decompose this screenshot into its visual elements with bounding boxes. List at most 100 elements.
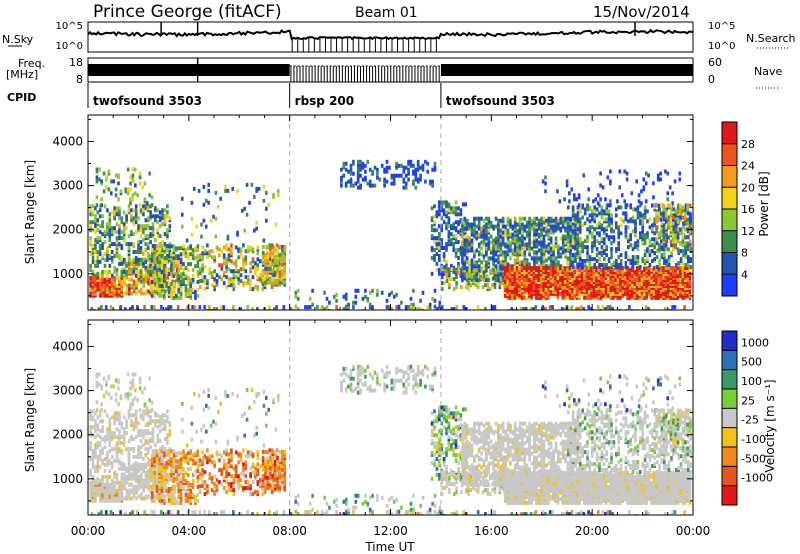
power-cell xyxy=(123,267,126,272)
power-cell xyxy=(366,159,370,164)
power-cell xyxy=(182,280,185,284)
power-cell xyxy=(421,163,425,168)
power-cell xyxy=(402,185,406,190)
power-cell xyxy=(631,229,635,234)
power-cell xyxy=(158,260,161,265)
power-cell xyxy=(660,211,663,216)
power-cell xyxy=(136,193,139,198)
power-cell xyxy=(167,272,171,277)
power-cell xyxy=(617,225,620,230)
power-cell xyxy=(561,216,565,221)
power-cell xyxy=(101,242,104,247)
power-cell xyxy=(450,210,453,215)
power-cell xyxy=(273,273,276,278)
power-cell xyxy=(600,215,604,220)
power-cell xyxy=(641,225,644,230)
power-cell xyxy=(266,270,270,275)
power-cell xyxy=(676,227,680,232)
power-cell xyxy=(655,280,658,284)
power-cell xyxy=(139,224,143,229)
power-cell xyxy=(242,267,245,272)
power-cell xyxy=(95,179,99,184)
power-cell xyxy=(276,250,279,255)
power-cell xyxy=(660,233,663,238)
power-cell xyxy=(226,234,230,239)
power-cell xyxy=(475,224,479,229)
power-cell xyxy=(445,210,448,215)
power-cell xyxy=(683,305,686,310)
power-cell xyxy=(283,280,287,285)
power-cell xyxy=(549,246,553,251)
power-cell xyxy=(177,260,180,265)
power-cell xyxy=(463,276,467,281)
power-cell xyxy=(155,284,159,288)
power-cell xyxy=(278,244,282,249)
power-cell xyxy=(573,193,576,198)
power-cell xyxy=(263,277,267,282)
cpid-segment-label: twofsound 3503 xyxy=(93,94,202,108)
power-cell xyxy=(190,216,194,221)
power-cell xyxy=(435,228,439,233)
power-cell xyxy=(328,300,331,305)
power-cell xyxy=(222,245,226,250)
power-cell xyxy=(521,246,524,251)
power-cell xyxy=(170,258,173,263)
power-cell xyxy=(658,243,661,248)
power-cell xyxy=(342,294,346,299)
power-cell xyxy=(430,216,434,221)
power-cell xyxy=(569,239,572,244)
power-cell xyxy=(625,177,629,182)
power-cell xyxy=(658,231,661,236)
power-cell xyxy=(549,272,553,277)
power-cell xyxy=(600,223,604,228)
power-cell xyxy=(140,287,143,292)
power-cell xyxy=(368,290,372,295)
power-cell xyxy=(603,209,606,214)
power-cell xyxy=(277,192,280,197)
power-cell xyxy=(607,289,610,294)
power-cell xyxy=(161,259,164,264)
power-cell xyxy=(554,280,557,284)
power-cell xyxy=(551,305,554,310)
power-cell xyxy=(482,264,486,269)
power-cell xyxy=(454,220,458,225)
power-cell xyxy=(552,252,555,257)
power-cell xyxy=(564,252,567,257)
power-cell xyxy=(627,239,630,244)
power-cell xyxy=(242,263,245,268)
power-cell xyxy=(253,228,256,233)
power-cell xyxy=(115,230,119,235)
power-cell xyxy=(545,218,548,223)
power-cell xyxy=(419,177,422,182)
power-cell xyxy=(239,307,242,310)
power-cell xyxy=(431,296,434,301)
power-cell xyxy=(246,245,250,250)
power-cell xyxy=(593,263,596,267)
power-cell xyxy=(356,159,360,164)
power-cell xyxy=(593,215,596,220)
power-cell xyxy=(544,181,547,186)
power-cell xyxy=(281,272,284,277)
power-cell xyxy=(95,203,99,208)
power-cell xyxy=(501,272,505,277)
power-cell xyxy=(651,243,654,248)
power-cell xyxy=(107,169,111,174)
power-cell xyxy=(459,212,463,217)
power-cell xyxy=(110,179,113,184)
power-cell xyxy=(112,179,115,184)
power-cell xyxy=(605,225,608,230)
power-cell xyxy=(383,177,386,182)
power-cell xyxy=(684,245,687,250)
power-cell xyxy=(497,218,500,223)
power-cell xyxy=(191,252,195,257)
power-cell xyxy=(113,230,116,235)
power-cell xyxy=(679,241,682,246)
power-cell xyxy=(497,254,500,259)
power-cell xyxy=(576,220,579,225)
power-cell xyxy=(573,228,577,233)
power-cell xyxy=(323,290,326,295)
power-cell xyxy=(679,249,683,254)
power-cell xyxy=(106,287,109,292)
power-cell xyxy=(579,257,582,262)
power-cell xyxy=(455,285,458,290)
